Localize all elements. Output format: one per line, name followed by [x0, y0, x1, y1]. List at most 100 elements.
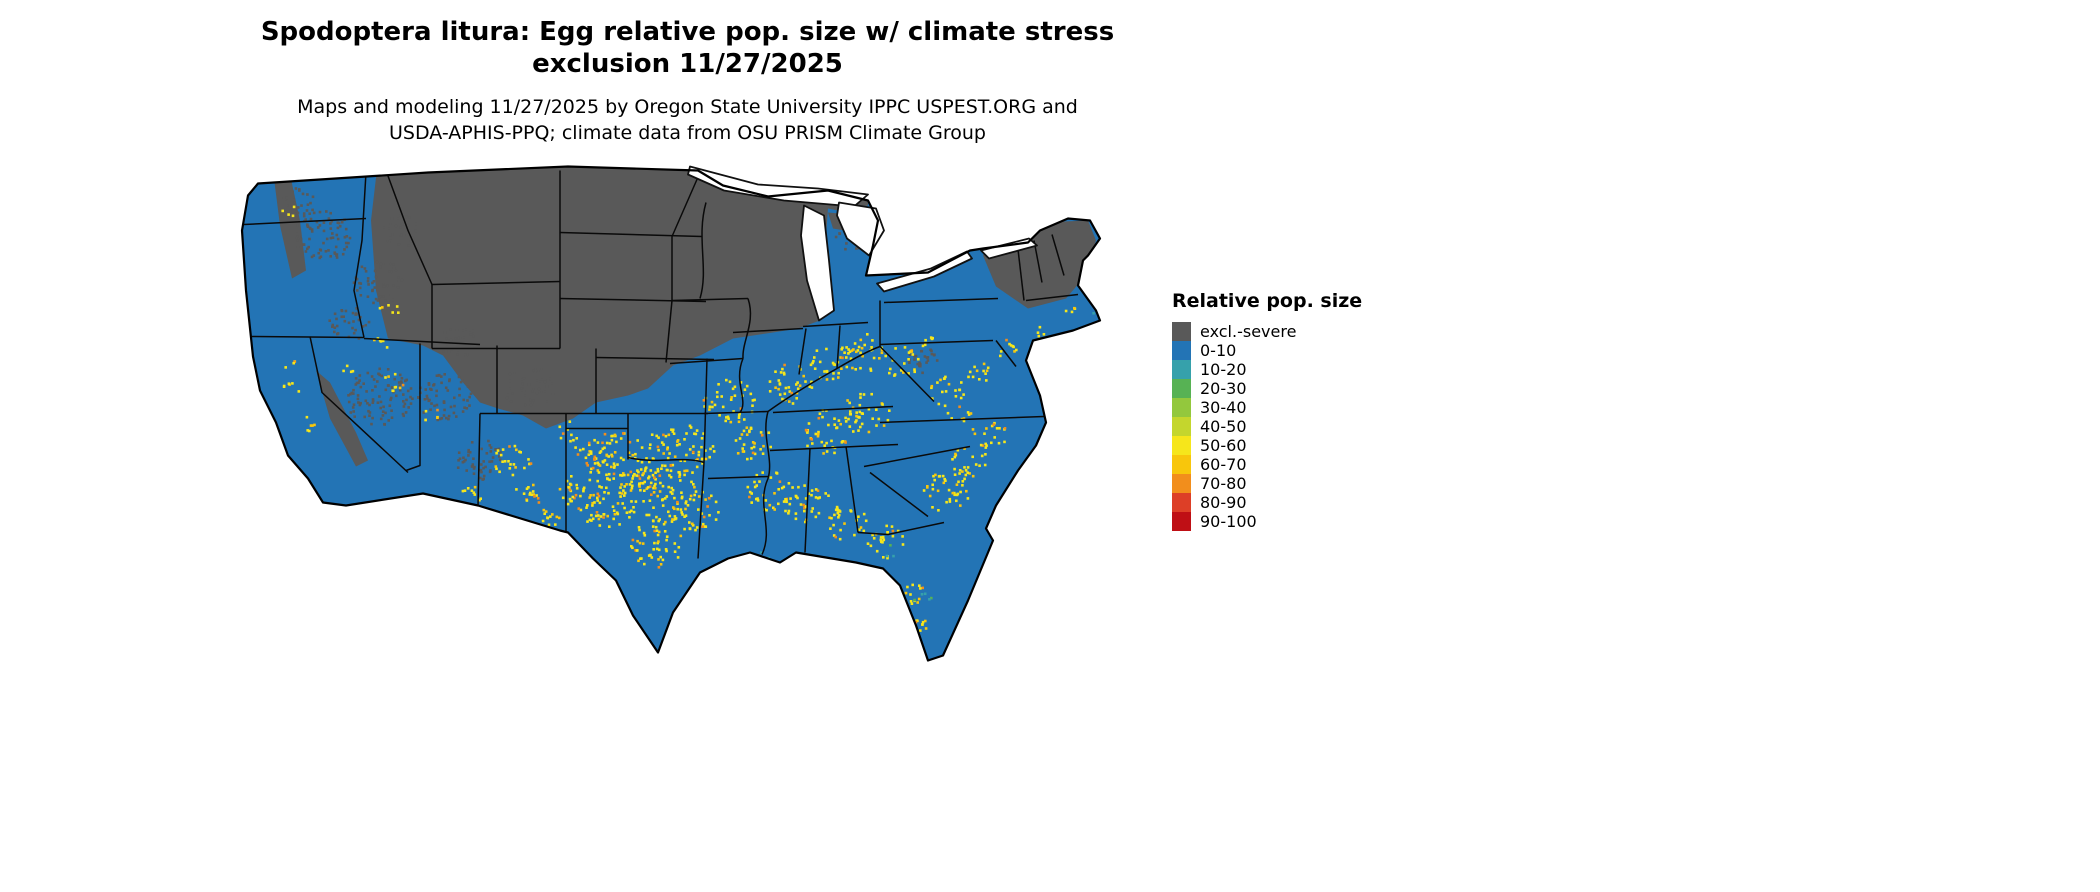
map-speckle: [636, 539, 639, 543]
map-speckle: [962, 419, 966, 423]
map-speckle: [373, 269, 377, 273]
map-speckle: [574, 493, 578, 497]
map-speckle: [934, 473, 937, 477]
map-speckle: [690, 480, 693, 484]
map-speckle: [669, 490, 672, 494]
map-canvas: [240, 165, 1102, 662]
map-speckle: [294, 214, 298, 217]
map-speckle: [623, 491, 627, 495]
map-speckle: [748, 429, 751, 432]
map-speckle: [823, 444, 826, 447]
map-speckle: [677, 546, 681, 549]
map-speckle: [537, 370, 540, 373]
map-speckle: [664, 434, 668, 438]
map-speckle: [295, 210, 298, 213]
map-speckle: [400, 278, 404, 282]
map-speckle: [600, 486, 603, 489]
map-speckle: [628, 510, 632, 514]
map-speckle: [814, 432, 818, 436]
map-speckle: [672, 432, 676, 435]
map-speckle: [406, 389, 410, 393]
map-speckle: [298, 235, 301, 238]
map-speckle: [656, 467, 660, 471]
lake-michigan: [800, 204, 835, 322]
map-speckle: [541, 519, 545, 523]
map-speckle: [846, 399, 849, 402]
legend-title: Relative pop. size: [1172, 290, 1363, 312]
map-speckle: [814, 496, 818, 499]
map-speckle: [673, 507, 676, 511]
legend-label: 10-20: [1200, 360, 1247, 379]
map-speckle: [384, 388, 388, 392]
map-speckle: [777, 488, 780, 491]
map-speckle: [783, 392, 787, 396]
map-speckle: [907, 351, 911, 354]
map-speckle: [760, 434, 764, 437]
map-speckle: [367, 320, 371, 324]
map-speckle: [368, 403, 371, 407]
map-speckle: [995, 427, 999, 430]
map-speckle: [993, 421, 996, 425]
map-speckle: [392, 284, 395, 287]
map-speckle: [891, 529, 895, 533]
map-speckle: [775, 471, 778, 475]
map-speckle: [608, 525, 611, 528]
map-speckle: [909, 600, 913, 603]
map-speckle: [338, 225, 342, 228]
state-border-line: [405, 343, 421, 472]
map-speckle: [813, 367, 817, 370]
state-border-line: [559, 231, 703, 238]
map-speckle: [652, 486, 655, 490]
map-speckle: [585, 506, 588, 509]
map-speckle: [862, 393, 866, 396]
map-speckle: [358, 281, 361, 285]
map-speckle: [461, 410, 465, 413]
map-title-line2: exclusion 11/27/2025: [532, 49, 843, 79]
map-speckle: [612, 517, 615, 521]
map-speckle: [398, 373, 402, 377]
map-speckle: [488, 460, 491, 463]
map-speckle: [384, 411, 387, 415]
map-speckle: [402, 414, 405, 418]
map-speckle: [844, 247, 847, 251]
map-speckle: [643, 562, 646, 566]
map-speckle: [466, 353, 469, 356]
map-speckle: [652, 506, 655, 509]
map-speckle: [632, 474, 635, 478]
map-speckle: [435, 403, 439, 407]
map-speckle: [832, 523, 835, 527]
legend-label: 60-70: [1200, 455, 1247, 474]
map-speckle: [856, 349, 860, 352]
map-speckle: [512, 463, 516, 466]
map-speckle: [392, 263, 395, 266]
state-border-line: [732, 327, 804, 334]
map-speckle: [593, 457, 596, 461]
map-speckle: [324, 250, 328, 253]
map-speckle: [643, 534, 647, 537]
map-speckle: [906, 585, 909, 589]
map-speckle: [494, 465, 498, 468]
map-speckle: [923, 355, 927, 358]
map-speckle: [325, 210, 328, 213]
state-border-line: [845, 446, 859, 533]
map-speckle: [440, 381, 443, 385]
map-speckle: [999, 354, 1002, 358]
map-speckle: [919, 629, 922, 632]
map-speckle: [352, 388, 355, 392]
map-speckle: [368, 414, 371, 417]
map-speckle: [992, 423, 996, 426]
map-speckle: [917, 357, 920, 361]
map-speckle: [358, 403, 362, 407]
map-speckle: [371, 416, 374, 420]
map-speckle: [921, 623, 924, 626]
map-speckle: [359, 401, 362, 405]
map-speckle: [513, 444, 517, 448]
map-speckle: [637, 526, 641, 529]
map-speckle: [707, 496, 711, 500]
map-speckle: [691, 524, 695, 527]
map-speckle: [670, 520, 674, 523]
map-speckle: [435, 394, 438, 398]
map-speckle: [524, 403, 527, 407]
map-speckle: [499, 453, 503, 457]
map-speckle: [445, 416, 448, 420]
